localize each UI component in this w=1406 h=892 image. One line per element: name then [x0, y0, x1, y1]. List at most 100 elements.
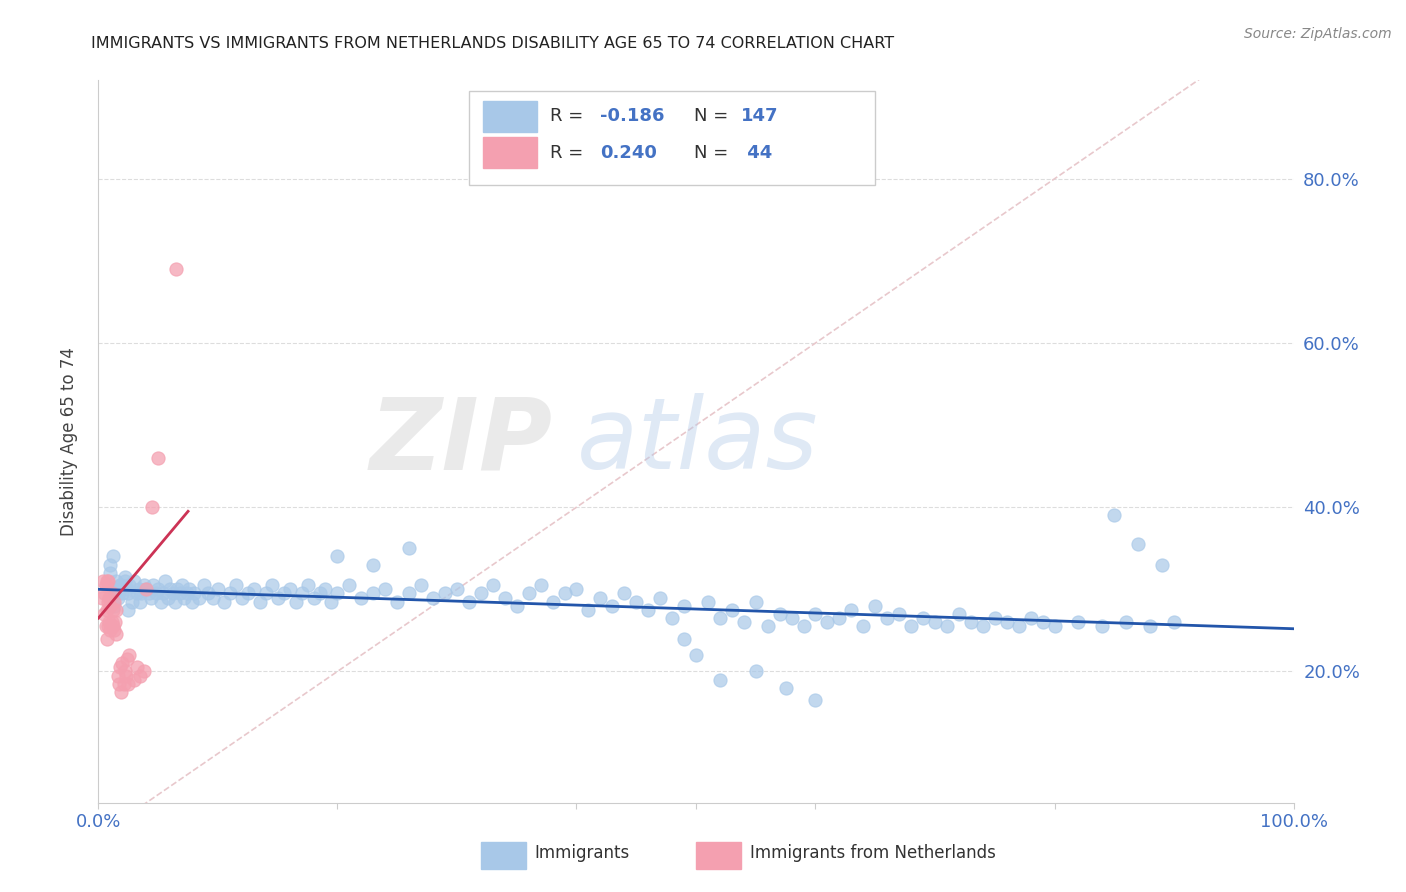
Point [911, 611, 934, 625]
Point [506, 599, 529, 613]
Point [173, 591, 195, 605]
Point [100, 586, 122, 600]
Point [267, 591, 290, 605]
Point [139, 591, 162, 605]
Point [243, 582, 266, 597]
Point [110, 578, 132, 592]
Point [1128, 537, 1150, 551]
Point [249, 594, 271, 608]
Point [1104, 508, 1126, 523]
Point [129, 668, 152, 682]
Point [984, 611, 1007, 625]
Point [91, 591, 114, 605]
Point [183, 586, 205, 600]
Point [254, 586, 277, 600]
Point [159, 582, 181, 597]
Point [685, 648, 707, 662]
Point [124, 574, 146, 588]
Text: IMMIGRANTS VS IMMIGRANTS FROM NETHERLANDS DISABILITY AGE 65 TO 74 CORRELATION CH: IMMIGRANTS VS IMMIGRANTS FROM NETHERLAND… [91, 36, 894, 51]
Point [176, 586, 198, 600]
Point [118, 648, 141, 662]
Point [936, 619, 959, 633]
Point [96, 603, 118, 617]
Point [804, 607, 827, 621]
FancyBboxPatch shape [484, 137, 537, 168]
Point [948, 607, 970, 621]
Point [1139, 619, 1161, 633]
Point [97, 619, 120, 633]
Point [1067, 615, 1090, 630]
Point [169, 586, 191, 600]
Point [212, 594, 235, 608]
Text: Immigrants from Netherlands: Immigrants from Netherlands [749, 845, 995, 863]
Point [98, 591, 121, 605]
Point [756, 619, 779, 633]
Point [110, 685, 132, 699]
FancyBboxPatch shape [484, 101, 537, 132]
Point [326, 586, 349, 600]
Point [828, 611, 851, 625]
Y-axis label: Disability Age 65 to 74: Disability Age 65 to 74 [59, 347, 77, 536]
Point [236, 586, 259, 600]
Point [132, 665, 155, 679]
Point [260, 578, 283, 592]
Point [326, 549, 349, 564]
Point [100, 615, 122, 630]
Point [180, 594, 202, 608]
Point [815, 615, 838, 630]
Point [733, 615, 755, 630]
Text: R =: R = [550, 144, 589, 161]
Point [1032, 615, 1054, 630]
Point [709, 611, 731, 625]
Point [104, 615, 127, 630]
Point [602, 599, 624, 613]
Point [411, 578, 433, 592]
Text: Source: ZipAtlas.com: Source: ZipAtlas.com [1244, 27, 1392, 41]
Point [103, 582, 125, 597]
Point [149, 594, 172, 608]
Point [98, 624, 122, 638]
Point [889, 607, 911, 621]
Point [107, 677, 129, 691]
Point [98, 566, 122, 580]
Point [107, 591, 129, 605]
Point [804, 693, 827, 707]
Point [135, 582, 157, 597]
Point [434, 586, 457, 600]
Point [114, 570, 136, 584]
Point [97, 594, 120, 608]
Point [129, 594, 152, 608]
Point [101, 603, 124, 617]
Point [626, 594, 648, 608]
Point [101, 619, 124, 633]
Point [155, 574, 177, 588]
Point [225, 578, 247, 592]
Point [470, 586, 492, 600]
Point [775, 681, 797, 695]
Point [321, 594, 343, 608]
Point [697, 594, 720, 608]
Point [93, 607, 115, 621]
Point [103, 594, 125, 608]
Point [108, 660, 131, 674]
Point [745, 594, 768, 608]
Point [972, 619, 994, 633]
Point [350, 591, 373, 605]
Text: N =: N = [693, 107, 734, 126]
Point [97, 574, 120, 588]
Point [132, 578, 155, 592]
Point [111, 586, 134, 600]
Point [315, 582, 337, 597]
Point [960, 615, 983, 630]
Point [115, 668, 138, 682]
Point [165, 262, 187, 277]
Point [278, 582, 301, 597]
Point [98, 615, 121, 630]
Point [578, 603, 600, 617]
Point [148, 582, 170, 597]
Point [565, 582, 588, 597]
FancyBboxPatch shape [696, 842, 741, 870]
Point [339, 578, 361, 592]
Point [541, 594, 564, 608]
Point [876, 611, 898, 625]
